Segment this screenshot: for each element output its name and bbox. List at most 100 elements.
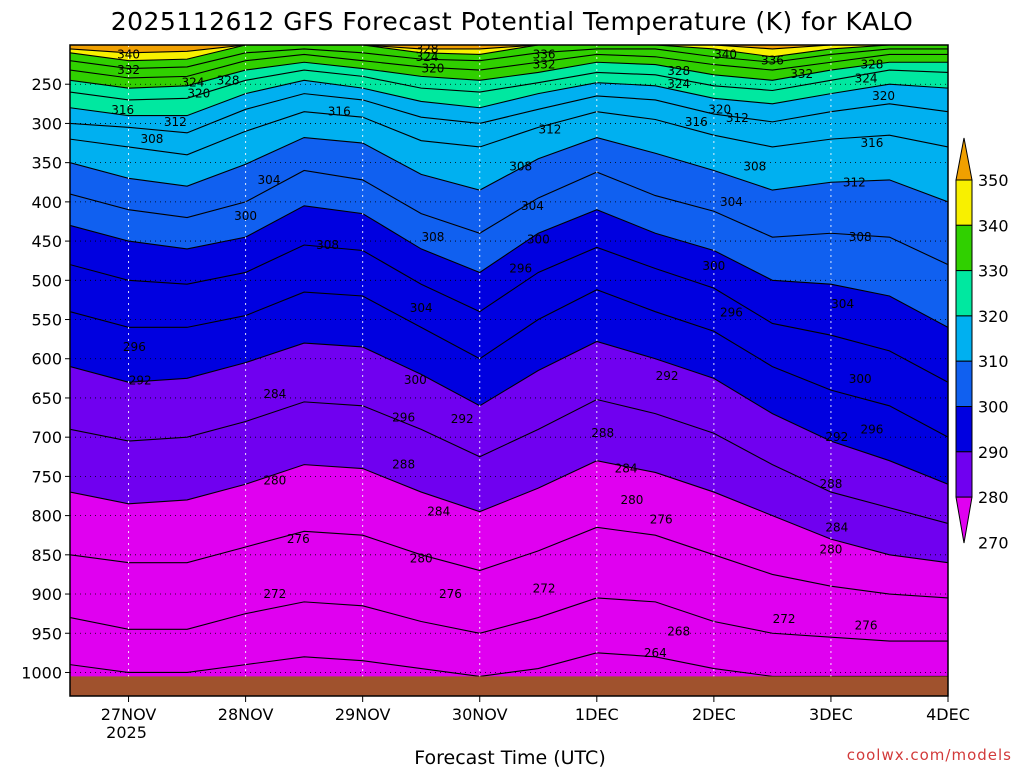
contour-label-304: 304 <box>410 301 433 315</box>
x-tick-label-29NOV: 29NOV <box>335 705 391 724</box>
y-tick-label-550: 550 <box>31 311 62 330</box>
contour-label-340: 340 <box>714 47 737 61</box>
colorbar-tick-320: 320 <box>978 307 1009 326</box>
y-tick-label-300: 300 <box>31 114 62 133</box>
contour-label-328: 328 <box>860 58 883 72</box>
y-tick-label-900: 900 <box>31 585 62 604</box>
y-tick-label-850: 850 <box>31 546 62 565</box>
x-tick-label-1DEC: 1DEC <box>575 705 619 724</box>
y-axis: 250 300 350 400 450 500 550 600 650 700 750 800 850 9… <box>21 75 70 682</box>
isentrope-312 <box>70 93 948 134</box>
contour-label-312: 312 <box>843 175 866 189</box>
colorbar: 350 340 330 320 310 300 290 280 270 <box>955 137 1009 552</box>
plot-frame <box>69 44 949 697</box>
contour-label-312: 312 <box>726 111 749 125</box>
contour-label-340: 340 <box>117 47 140 61</box>
contour-label-304: 304 <box>258 173 281 187</box>
colorbar-tick-340: 340 <box>978 216 1009 235</box>
contour-label-320: 320 <box>872 89 895 103</box>
contour-label-272: 272 <box>263 587 286 601</box>
contour-label-280: 280 <box>410 552 433 566</box>
contour-label-308: 308 <box>140 132 163 146</box>
x-tick-label-28NOV: 28NOV <box>218 705 274 724</box>
colorbar-band-305 <box>955 315 973 362</box>
colorbar-tick-330: 330 <box>978 262 1009 281</box>
isentrope-lines <box>70 45 948 677</box>
contour-label-272: 272 <box>533 582 556 596</box>
contour-label-276: 276 <box>650 513 673 527</box>
contour-label-272: 272 <box>773 612 796 626</box>
isentrope-276 <box>70 460 948 564</box>
chart-title: 2025112612 GFS Forecast Potential Temper… <box>111 7 914 36</box>
contour-label-276: 276 <box>287 532 310 546</box>
contour-label-332: 332 <box>533 58 556 72</box>
y-tick-label-400: 400 <box>31 193 62 212</box>
colorbar-tick-270: 270 <box>978 533 1009 552</box>
colorbar-band-285 <box>955 406 973 453</box>
contour-label-304: 304 <box>720 195 743 209</box>
y-tick-label-950: 950 <box>31 624 62 643</box>
contour-label-300: 300 <box>234 209 257 223</box>
x-tick-label-30NOV: 30NOV <box>452 705 508 724</box>
contour-label-300: 300 <box>527 233 550 247</box>
y-tick-label-500: 500 <box>31 271 62 290</box>
contour-label-280: 280 <box>263 473 286 487</box>
contour-label-312: 312 <box>164 115 187 129</box>
colorbar-tick-280: 280 <box>978 488 1009 507</box>
x-tick-label-4DEC: 4DEC <box>926 705 970 724</box>
isentrope-320 <box>70 69 948 101</box>
y-tick-label-650: 650 <box>31 389 62 408</box>
contour-label-296: 296 <box>123 340 146 354</box>
contour-label-336: 336 <box>761 54 784 68</box>
contour-label-308: 308 <box>421 230 444 244</box>
x-tick-label-2DEC: 2DEC <box>692 705 736 724</box>
contour-label-320: 320 <box>187 87 210 101</box>
contour-label-328: 328 <box>217 73 240 87</box>
colorbar-band-295 <box>955 360 973 408</box>
colorbar-bottom-arrow <box>955 496 973 544</box>
contour-label-284: 284 <box>825 520 848 534</box>
isentrope-300 <box>70 169 948 266</box>
contour-label-308: 308 <box>849 230 872 244</box>
contour-label-296: 296 <box>509 262 532 276</box>
contour-label-308: 308 <box>509 160 532 174</box>
contour-label-264: 264 <box>644 646 667 660</box>
theta-bands <box>70 45 948 696</box>
colorbar-band-325 <box>955 224 973 272</box>
isentrope-336 <box>70 45 948 62</box>
contour-label-308: 308 <box>316 238 339 252</box>
contour-label-320: 320 <box>708 102 731 116</box>
contour-label-296: 296 <box>392 411 415 425</box>
contour-label-312: 312 <box>539 123 562 137</box>
contour-label-324: 324 <box>667 77 690 91</box>
x-tick-sublabel-2025: 2025 <box>106 723 147 742</box>
x-axis-label: Forecast Time (UTC) <box>414 747 605 768</box>
contour-label-276: 276 <box>439 587 462 601</box>
contour-label-332: 332 <box>790 67 813 81</box>
contour-label-308: 308 <box>743 160 766 174</box>
isentrope-284 <box>70 340 948 485</box>
isentrope-340 <box>70 45 948 54</box>
contour-label-292: 292 <box>656 369 679 383</box>
grid <box>70 45 948 696</box>
contour-label-332: 332 <box>117 63 140 77</box>
x-tick-label-3DEC: 3DEC <box>809 705 853 724</box>
y-tick-label-450: 450 <box>31 232 62 251</box>
contour-label-304: 304 <box>831 297 854 311</box>
ground-surface <box>70 676 948 696</box>
contour-label-292: 292 <box>825 430 848 444</box>
contour-label-284: 284 <box>427 505 450 519</box>
contour-label-280: 280 <box>620 493 643 507</box>
x-tick-label-27NOV: 27NOV <box>101 705 157 724</box>
colorbar-top-arrow <box>955 137 973 181</box>
isentrope-268 <box>70 597 948 642</box>
colorbar-band-335 <box>955 179 973 226</box>
contour-label-288: 288 <box>819 477 842 491</box>
isentrope-332 <box>70 48 948 70</box>
y-tick-label-700: 700 <box>31 428 62 447</box>
credit-text: coolwx.com/models <box>847 746 1012 764</box>
contour-label-296: 296 <box>860 422 883 436</box>
